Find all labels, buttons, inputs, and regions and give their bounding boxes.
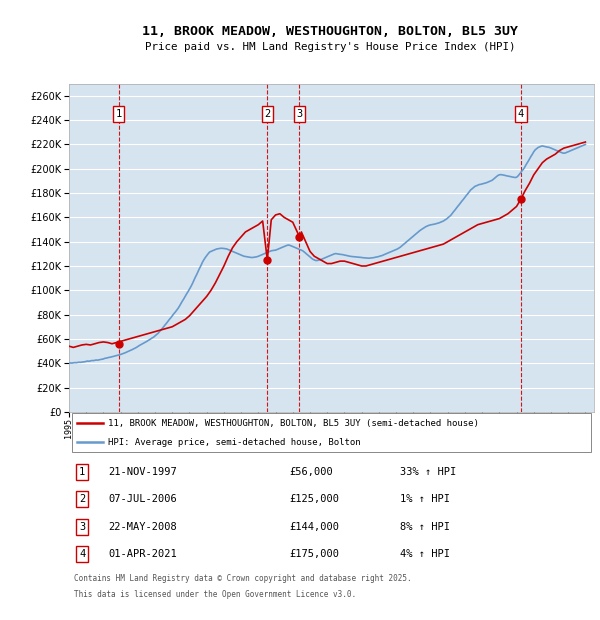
Text: Price paid vs. HM Land Registry's House Price Index (HPI): Price paid vs. HM Land Registry's House … — [145, 42, 515, 51]
FancyBboxPatch shape — [71, 414, 592, 452]
Text: £175,000: £175,000 — [290, 549, 340, 559]
Text: 3: 3 — [296, 109, 302, 119]
Text: 11, BROOK MEADOW, WESTHOUGHTON, BOLTON, BL5 3UY: 11, BROOK MEADOW, WESTHOUGHTON, BOLTON, … — [142, 25, 518, 38]
Text: 22-MAY-2008: 22-MAY-2008 — [109, 522, 177, 532]
Text: 4% ↑ HPI: 4% ↑ HPI — [400, 549, 450, 559]
Text: 01-APR-2021: 01-APR-2021 — [109, 549, 177, 559]
Text: £125,000: £125,000 — [290, 494, 340, 504]
Text: 3: 3 — [79, 522, 85, 532]
Text: 1: 1 — [116, 109, 122, 119]
Text: This data is licensed under the Open Government Licence v3.0.: This data is licensed under the Open Gov… — [74, 590, 356, 599]
Text: 2: 2 — [264, 109, 271, 119]
Text: 8% ↑ HPI: 8% ↑ HPI — [400, 522, 450, 532]
Text: HPI: Average price, semi-detached house, Bolton: HPI: Average price, semi-detached house,… — [109, 438, 361, 447]
Text: 21-NOV-1997: 21-NOV-1997 — [109, 467, 177, 477]
Text: 07-JUL-2006: 07-JUL-2006 — [109, 494, 177, 504]
Text: 4: 4 — [79, 549, 85, 559]
Text: 1% ↑ HPI: 1% ↑ HPI — [400, 494, 450, 504]
Text: 11, BROOK MEADOW, WESTHOUGHTON, BOLTON, BL5 3UY (semi-detached house): 11, BROOK MEADOW, WESTHOUGHTON, BOLTON, … — [109, 418, 479, 428]
Text: 2: 2 — [79, 494, 85, 504]
Text: £144,000: £144,000 — [290, 522, 340, 532]
Text: 4: 4 — [518, 109, 524, 119]
Text: Contains HM Land Registry data © Crown copyright and database right 2025.: Contains HM Land Registry data © Crown c… — [74, 574, 412, 583]
Text: 1: 1 — [79, 467, 85, 477]
Text: £56,000: £56,000 — [290, 467, 333, 477]
Text: 33% ↑ HPI: 33% ↑ HPI — [400, 467, 456, 477]
